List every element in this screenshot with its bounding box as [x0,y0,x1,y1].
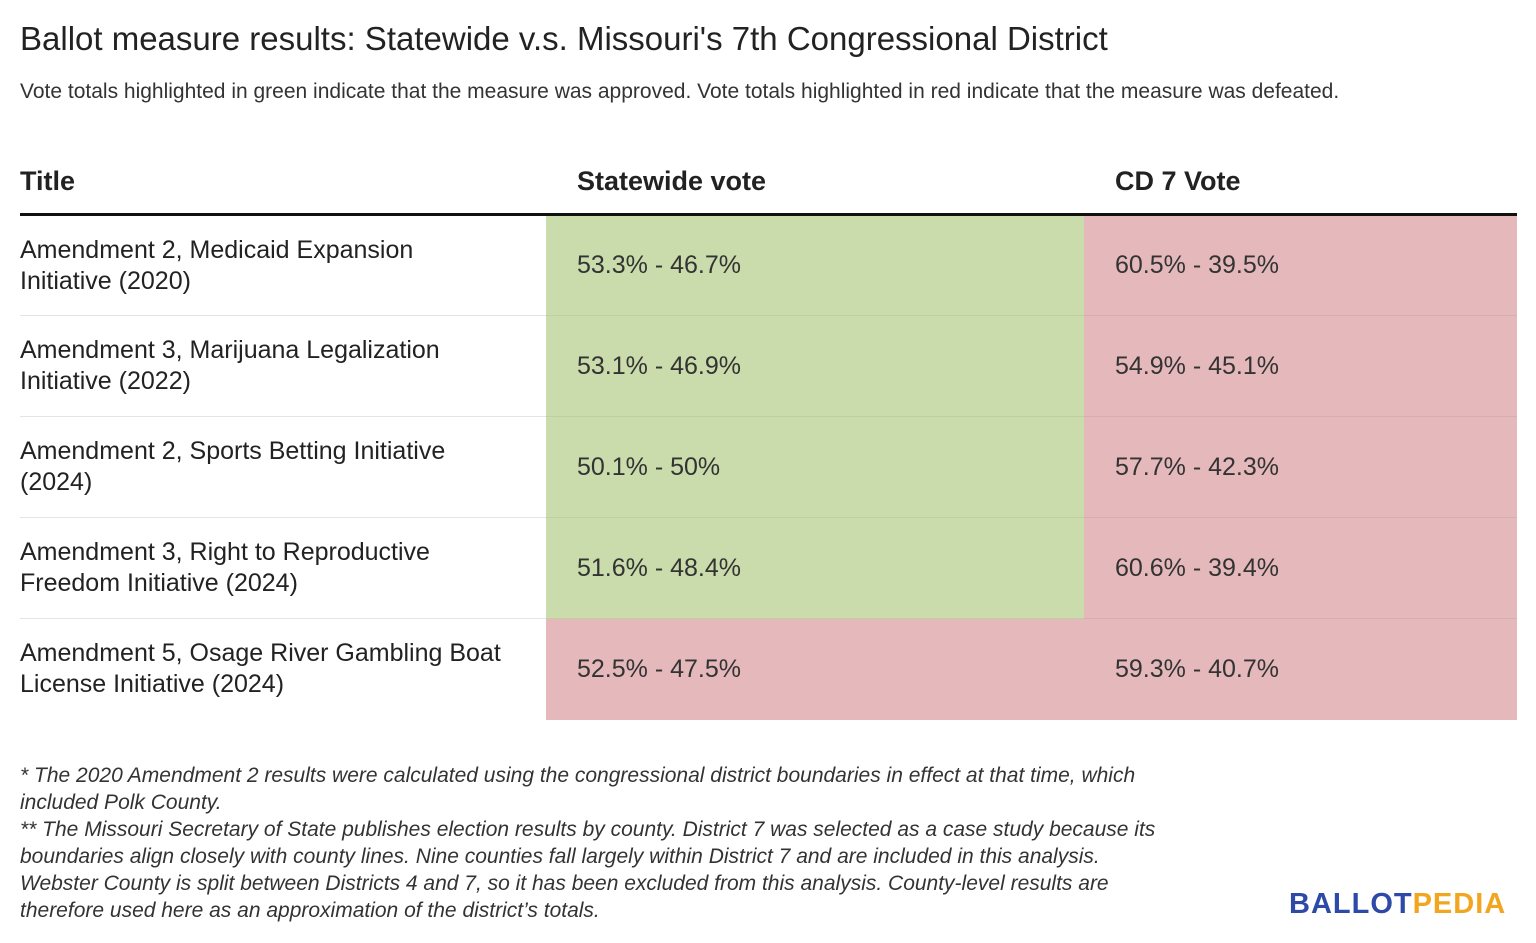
statewide-vote-cell: 50.1% - 50% [546,416,1084,518]
row-title: Amendment 2, Medicaid Expansion Initiati… [20,214,546,316]
cd7-vote-cell: 60.5% - 39.5% [1084,214,1517,316]
ballotpedia-logo: BALLOTPEDIA [1289,888,1506,921]
row-title: Amendment 3, Right to Reproductive Freed… [20,517,546,619]
table-row: Amendment 5, Osage River Gambling Boat L… [20,618,1517,720]
column-header-cd7: CD 7 Vote [1084,150,1517,216]
statewide-vote-cell: 51.6% - 48.4% [546,517,1084,619]
row-title: Amendment 3, Marijuana Legalization Init… [20,315,546,417]
chart-subtitle: Vote totals highlighted in green indicat… [20,80,1340,103]
table-row: Amendment 2, Sports Betting Initiative (… [20,416,1517,518]
cd7-vote-cell: 60.6% - 39.4% [1084,517,1517,619]
table-header-row: Title Statewide vote CD 7 Vote [20,150,1517,216]
logo-part-pedia: PEDIA [1412,888,1507,920]
chart-title: Ballot measure results: Statewide v.s. M… [20,20,1108,57]
table-row: Amendment 3, Marijuana Legalization Init… [20,315,1517,417]
column-header-statewide: Statewide vote [546,150,1084,216]
logo-part-ballot: BALLOT [1289,888,1413,920]
cd7-vote-cell: 57.7% - 42.3% [1084,416,1517,518]
footnote-line: ** The Missouri Secretary of State publi… [20,818,1156,841]
table-row: Amendment 3, Right to Reproductive Freed… [20,517,1517,619]
table-row: Amendment 2, Medicaid Expansion Initiati… [20,214,1517,316]
statewide-vote-cell: 53.1% - 46.9% [546,315,1084,417]
statewide-vote-cell: 52.5% - 47.5% [546,618,1084,720]
footnote-line: boundaries align closely with county lin… [20,845,1100,868]
column-header-title: Title [20,150,546,216]
cd7-vote-cell: 59.3% - 40.7% [1084,618,1517,720]
row-title: Amendment 2, Sports Betting Initiative (… [20,416,546,518]
statewide-vote-cell: 53.3% - 46.7% [546,214,1084,316]
footnote-line: included Polk County. [20,791,222,814]
footnote-line: Webster County is split between District… [20,872,1109,895]
cd7-vote-cell: 54.9% - 45.1% [1084,315,1517,417]
results-table: Title Statewide vote CD 7 Vote Amendment… [20,150,1517,720]
footnote-line: therefore used here as an approximation … [20,899,600,922]
footnote-line: * The 2020 Amendment 2 results were calc… [20,764,1136,787]
footnotes: * The 2020 Amendment 2 results were calc… [20,762,1155,924]
row-title: Amendment 5, Osage River Gambling Boat L… [20,639,501,699]
